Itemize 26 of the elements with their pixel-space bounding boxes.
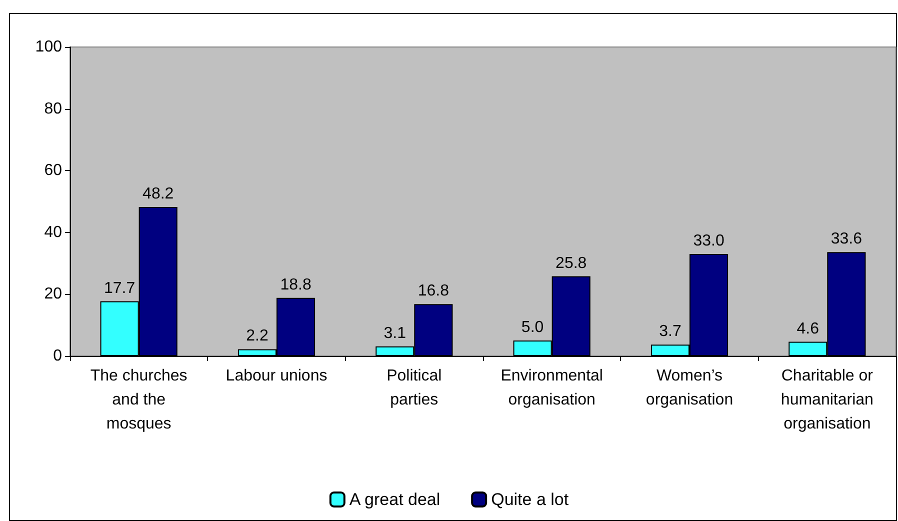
data-label: 4.6	[796, 320, 820, 338]
data-label: 16.8	[418, 282, 450, 300]
legend-label: A great deal	[349, 490, 440, 509]
y-tick-label: 20	[44, 286, 62, 303]
y-tick-label: 60	[44, 162, 62, 180]
y-tick-label: 100	[35, 38, 62, 56]
data-label: 48.2	[142, 186, 174, 203]
data-label: 17.7	[104, 280, 136, 297]
x-tick-label: Labour unions	[226, 368, 328, 384]
x-tick-label: Women’s organisation	[646, 368, 734, 408]
x-tick-label: Political parties	[386, 368, 442, 408]
y-tick-label: 80	[44, 100, 62, 118]
y-tick-label: 40	[44, 224, 62, 241]
data-label: 25.8	[556, 254, 587, 272]
data-label: 33.6	[830, 230, 862, 248]
data-label: 3.7	[659, 323, 682, 340]
x-tick-label: The churches and the mosques	[90, 368, 188, 432]
data-label: 33.0	[693, 232, 724, 250]
data-label: 18.8	[280, 276, 312, 294]
data-label: 5.0	[521, 319, 544, 336]
data-label: 2.2	[246, 328, 268, 345]
legend-label: Quite a lot	[491, 490, 569, 509]
data-label: 3.1	[384, 324, 406, 342]
y-tick-label: 0	[53, 348, 62, 364]
x-tick-label: Charitable or humanitarian organisation	[780, 368, 874, 432]
x-tick-label: Environmental organisation	[500, 368, 603, 408]
